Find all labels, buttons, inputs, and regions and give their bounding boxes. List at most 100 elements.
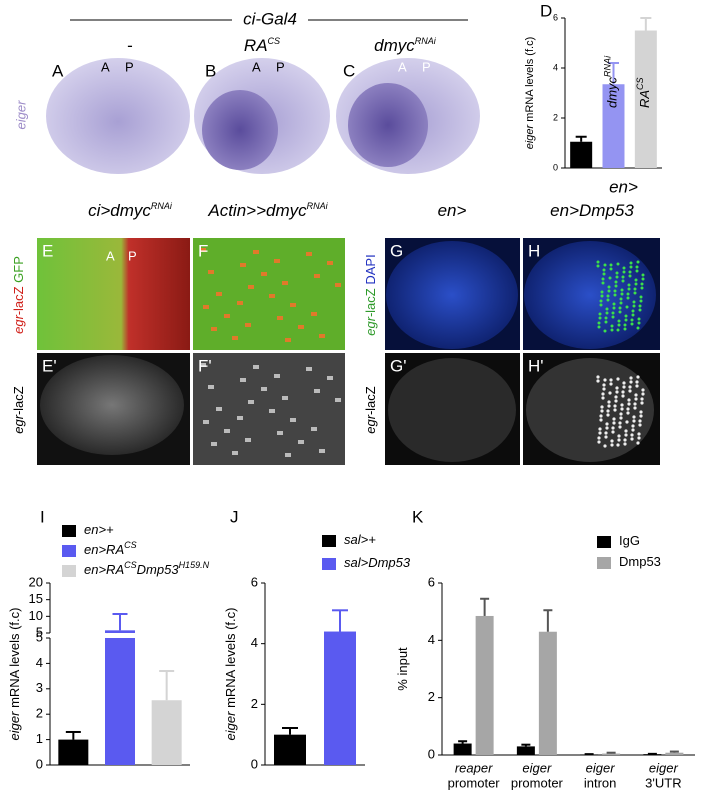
image-g (385, 238, 520, 350)
stain-label: egr-lacZ (363, 386, 378, 434)
panel-letter: F (198, 241, 208, 260)
x-tick-label: eiger (522, 760, 552, 775)
bar (570, 141, 593, 168)
column-label: Actin>>dmycRNAi (207, 201, 328, 220)
side-label: eiger (13, 100, 28, 130)
bar (58, 739, 89, 765)
y-tick-label: 2 (428, 689, 435, 704)
bar (634, 30, 657, 168)
panel-letter: B (205, 61, 216, 80)
y-tick-label: 5 (36, 624, 43, 639)
column-label: - (127, 36, 133, 55)
panel-letter: F' (198, 356, 212, 375)
panel-letter: D (540, 1, 552, 20)
ap-label: P (276, 59, 285, 74)
y-tick-label: 5 (36, 629, 43, 644)
image-g-prime (385, 353, 520, 465)
stain-label: egr-lacZ DAPI (363, 254, 378, 335)
x-tick-label: dmycRNAi (603, 55, 620, 108)
y-tick-label: 3 (36, 680, 43, 695)
y-tick-label: 6 (251, 574, 258, 589)
bar (475, 615, 494, 755)
image-c (335, 58, 480, 175)
panel-letter: A (52, 61, 64, 80)
legend-swatch (62, 525, 76, 537)
legend-label: en>RACS (84, 540, 137, 557)
ap-label: P (128, 248, 137, 263)
y-axis-label: % input (395, 647, 410, 691)
bar (324, 631, 356, 765)
y-tick-label: 15 (29, 591, 43, 606)
y-axis-label: eiger mRNA levels (f.c) (223, 608, 238, 741)
y-tick-label: 6 (553, 12, 558, 22)
panel-letter: G' (390, 356, 406, 375)
legend-swatch (322, 535, 336, 547)
legend-label: en>RACSDmp53H159.N (84, 560, 210, 577)
stain-label: egr-lacZ (11, 386, 26, 434)
y-axis-label: eiger mRNA levels (f.c) (524, 37, 536, 149)
column-label: en> (438, 201, 467, 220)
y-tick-label: 2 (251, 696, 258, 711)
y-tick-label: 6 (428, 574, 435, 589)
column-label: ci>dmycRNAi (88, 201, 173, 220)
image-h (523, 238, 660, 350)
image-e-prime (37, 353, 190, 465)
panel-letter: C (343, 61, 355, 80)
image-h-prime (523, 353, 660, 465)
x-tick-label: reaper (455, 760, 493, 775)
legend-swatch (62, 565, 76, 577)
legend-swatch (62, 545, 76, 557)
image-a (45, 58, 190, 175)
bar (105, 630, 135, 633)
panel-letter: H (528, 241, 540, 260)
panel-letter: K (412, 507, 424, 526)
y-tick-label: 2 (553, 112, 558, 122)
legend-label: en>+ (84, 522, 114, 537)
panel-letter: E (42, 241, 53, 260)
panel-letter: J (230, 507, 239, 526)
y-tick-label: 4 (251, 635, 258, 650)
y-tick-label: 4 (428, 632, 435, 647)
y-tick-label: 0 (36, 756, 43, 771)
x-tick-label: eiger (586, 760, 616, 775)
panel-letter: I (40, 507, 45, 526)
x-tick-label: promoter (448, 775, 501, 790)
image-e (37, 238, 190, 350)
ap-label: A (398, 59, 407, 74)
legend-label: IgG (619, 533, 640, 548)
bar (453, 743, 472, 755)
y-tick-label: 20 (29, 574, 43, 589)
x-tick-label: intron (584, 775, 617, 790)
bar (538, 631, 557, 755)
bar (602, 84, 625, 168)
ap-label: A (101, 59, 110, 74)
x-tick-label: eiger (649, 760, 679, 775)
x-tick-label: 3'UTR (645, 775, 681, 790)
ap-label: P (125, 59, 134, 74)
y-tick-label: 0 (553, 162, 558, 172)
legend-label: sal>Dmp53 (344, 555, 411, 570)
legend-label: Dmp53 (619, 554, 661, 569)
x-tick-label: RACS (635, 77, 652, 108)
bar (105, 638, 135, 765)
y-tick-label: 4 (36, 655, 43, 670)
panel-letter: E' (42, 356, 57, 375)
bar (516, 746, 535, 755)
y-tick-label: 0 (428, 746, 435, 761)
x-tick-label: promoter (511, 775, 564, 790)
y-tick-label: 1 (36, 731, 43, 746)
y-tick-label: 2 (36, 706, 43, 721)
panel-letter: H' (528, 356, 544, 375)
y-tick-label: 4 (553, 62, 558, 72)
column-label: RACS (244, 36, 280, 55)
y-tick-label: 0 (251, 756, 258, 771)
ap-label: P (422, 59, 431, 74)
y-axis-label: eiger mRNA levels (f.c) (7, 608, 22, 741)
bar (151, 700, 182, 765)
legend-swatch (597, 536, 611, 548)
panel-letter: G (390, 241, 403, 260)
image-f (193, 238, 345, 350)
bar (665, 752, 684, 755)
y-tick-label: 10 (29, 608, 43, 623)
